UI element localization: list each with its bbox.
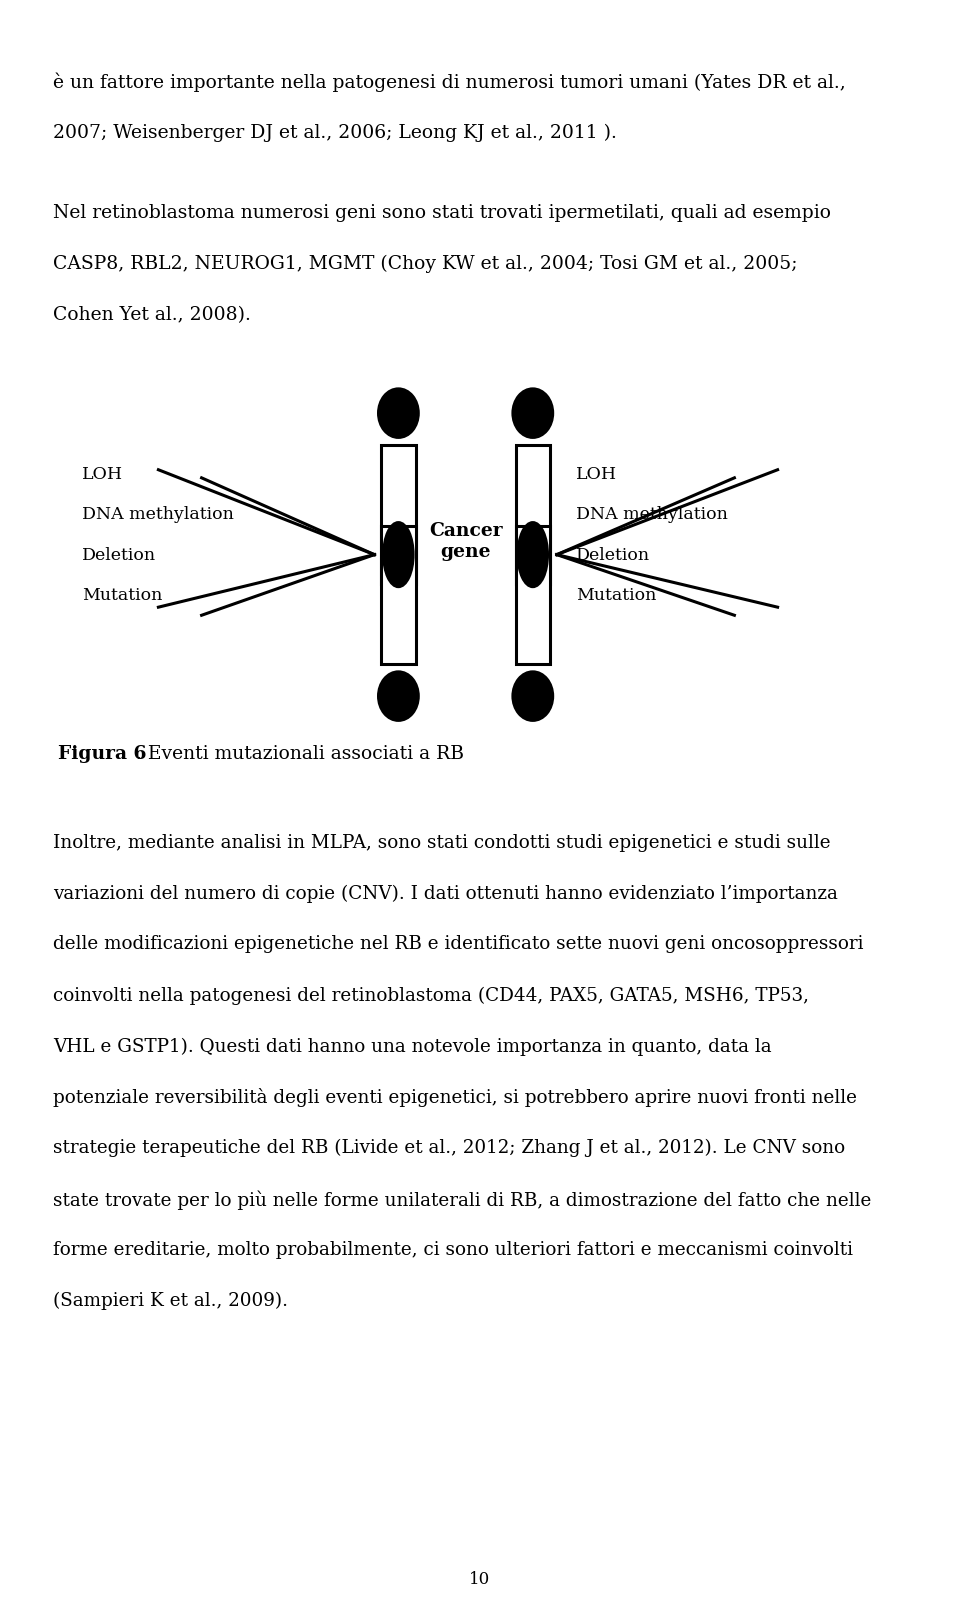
- Text: state trovate per lo più nelle forme unilaterali di RB, a dimostrazione del fatt: state trovate per lo più nelle forme uni…: [53, 1190, 871, 1210]
- Text: 2007; Weisenberger DJ et al., 2006; Leong KJ et al., 2011 ).: 2007; Weisenberger DJ et al., 2006; Leon…: [53, 125, 616, 142]
- Text: DNA methylation: DNA methylation: [82, 506, 233, 524]
- Text: Deletion: Deletion: [82, 547, 156, 564]
- Text: variazioni del numero di copie (CNV). I dati ottenuti hanno evidenziato l’import: variazioni del numero di copie (CNV). I …: [53, 884, 838, 902]
- Ellipse shape: [378, 671, 419, 720]
- Bar: [381, 445, 416, 584]
- Text: strategie terapeutiche del RB (Livide et al., 2012; Zhang J et al., 2012). Le CN: strategie terapeutiche del RB (Livide et…: [53, 1138, 845, 1158]
- Text: Figura 6: Figura 6: [58, 744, 146, 763]
- Text: Nel retinoblastoma numerosi geni sono stati trovati ipermetilati, quali ad esemp: Nel retinoblastoma numerosi geni sono st…: [53, 204, 830, 222]
- Text: Inoltre, mediante analisi in MLPA, sono stati condotti studi epigenetici e studi: Inoltre, mediante analisi in MLPA, sono …: [53, 833, 830, 852]
- Text: Cancer
gene: Cancer gene: [429, 522, 502, 561]
- Bar: [516, 526, 550, 663]
- Ellipse shape: [513, 388, 553, 437]
- Bar: [516, 445, 550, 584]
- Text: Mutation: Mutation: [576, 587, 657, 605]
- Text: (Sampieri K et al., 2009).: (Sampieri K et al., 2009).: [53, 1292, 288, 1310]
- Text: potenziale reversibilità degli eventi epigenetici, si potrebbero aprire nuovi fr: potenziale reversibilità degli eventi ep…: [53, 1088, 856, 1108]
- Text: coinvolti nella patogenesi del retinoblastoma (CD44, PAX5, GATA5, MSH6, TP53,: coinvolti nella patogenesi del retinobla…: [53, 986, 808, 1004]
- Text: Cohen Yet al., 2008).: Cohen Yet al., 2008).: [53, 306, 251, 323]
- Text: Deletion: Deletion: [576, 547, 650, 564]
- Text: LOH: LOH: [576, 466, 617, 483]
- Text: forme ereditarie, molto probabilmente, ci sono ulteriori fattori e meccanismi co: forme ereditarie, molto probabilmente, c…: [53, 1240, 852, 1260]
- Text: LOH: LOH: [82, 466, 123, 483]
- Ellipse shape: [384, 522, 413, 587]
- Text: delle modificazioni epigenetiche nel RB e identificato sette nuovi geni oncosopp: delle modificazioni epigenetiche nel RB …: [53, 935, 863, 954]
- Text: è un fattore importante nella patogenesi di numerosi tumori umani (Yates DR et a: è un fattore importante nella patogenesi…: [53, 73, 846, 92]
- Text: VHL e GSTP1). Questi dati hanno una notevole importanza in quanto, data la: VHL e GSTP1). Questi dati hanno una note…: [53, 1036, 772, 1056]
- Ellipse shape: [513, 671, 553, 720]
- Text: Mutation: Mutation: [82, 587, 162, 605]
- Ellipse shape: [518, 522, 547, 587]
- Text: DNA methylation: DNA methylation: [576, 506, 728, 524]
- Ellipse shape: [378, 388, 419, 437]
- Text: 10: 10: [469, 1570, 491, 1588]
- Text: . Eventi mutazionali associati a RB: . Eventi mutazionali associati a RB: [136, 744, 465, 763]
- Text: CASP8, RBL2, NEUROG1, MGMT (Choy KW et al., 2004; Tosi GM et al., 2005;: CASP8, RBL2, NEUROG1, MGMT (Choy KW et a…: [53, 254, 798, 273]
- Bar: [381, 526, 416, 663]
